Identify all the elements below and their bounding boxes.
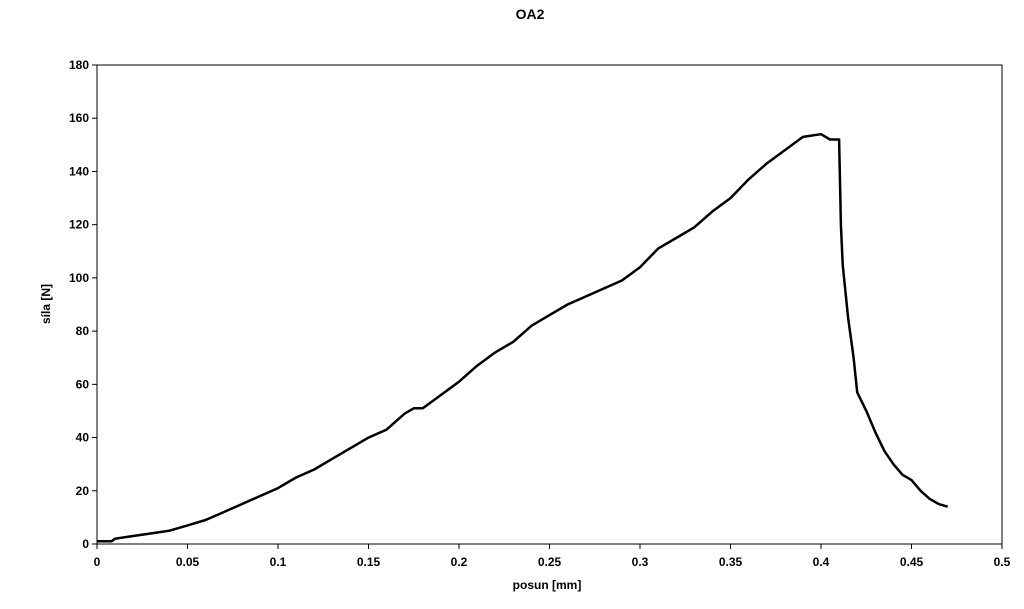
- x-tick-label: 0.45: [900, 555, 924, 569]
- x-axis: 0 0.05 0.1 0.15 0.2 0.25 0.3 0.35 0.4 0.45 0.5: [94, 544, 1011, 569]
- x-tick-label: 0.3: [632, 555, 649, 569]
- y-tick-label: 80: [76, 324, 90, 338]
- y-tick-label: 40: [76, 431, 90, 445]
- x-tick-label: 0.15: [357, 555, 381, 569]
- x-tick-label: 0.4: [813, 555, 830, 569]
- x-tick-label: 0.5: [994, 555, 1011, 569]
- y-tick-label: 140: [69, 164, 89, 178]
- y-tick-label: 0: [82, 537, 89, 551]
- y-tick-label: 120: [69, 218, 89, 232]
- y-tick-label: 20: [76, 484, 90, 498]
- x-tick-label: 0.25: [538, 555, 562, 569]
- y-tick-label: 160: [69, 111, 89, 125]
- x-axis-label: posun [mm]: [513, 578, 582, 592]
- plot-area: [96, 64, 1003, 545]
- y-tick-label: 60: [76, 377, 90, 391]
- y-tick-label: 180: [69, 58, 89, 72]
- y-axis: 0 20 40 60 80 100 120 140 160 180: [69, 58, 97, 551]
- x-tick-label: 0.05: [176, 555, 200, 569]
- x-tick-label: 0.35: [719, 555, 743, 569]
- chart-title: OA2: [516, 6, 545, 22]
- x-tick-label: 0.2: [451, 555, 468, 569]
- y-tick-label: 100: [69, 271, 89, 285]
- x-tick-label: 0: [94, 555, 101, 569]
- force-displacement-curve: [97, 132, 949, 543]
- y-axis-label: síla [N]: [39, 284, 53, 324]
- x-tick-label: 0.1: [270, 555, 287, 569]
